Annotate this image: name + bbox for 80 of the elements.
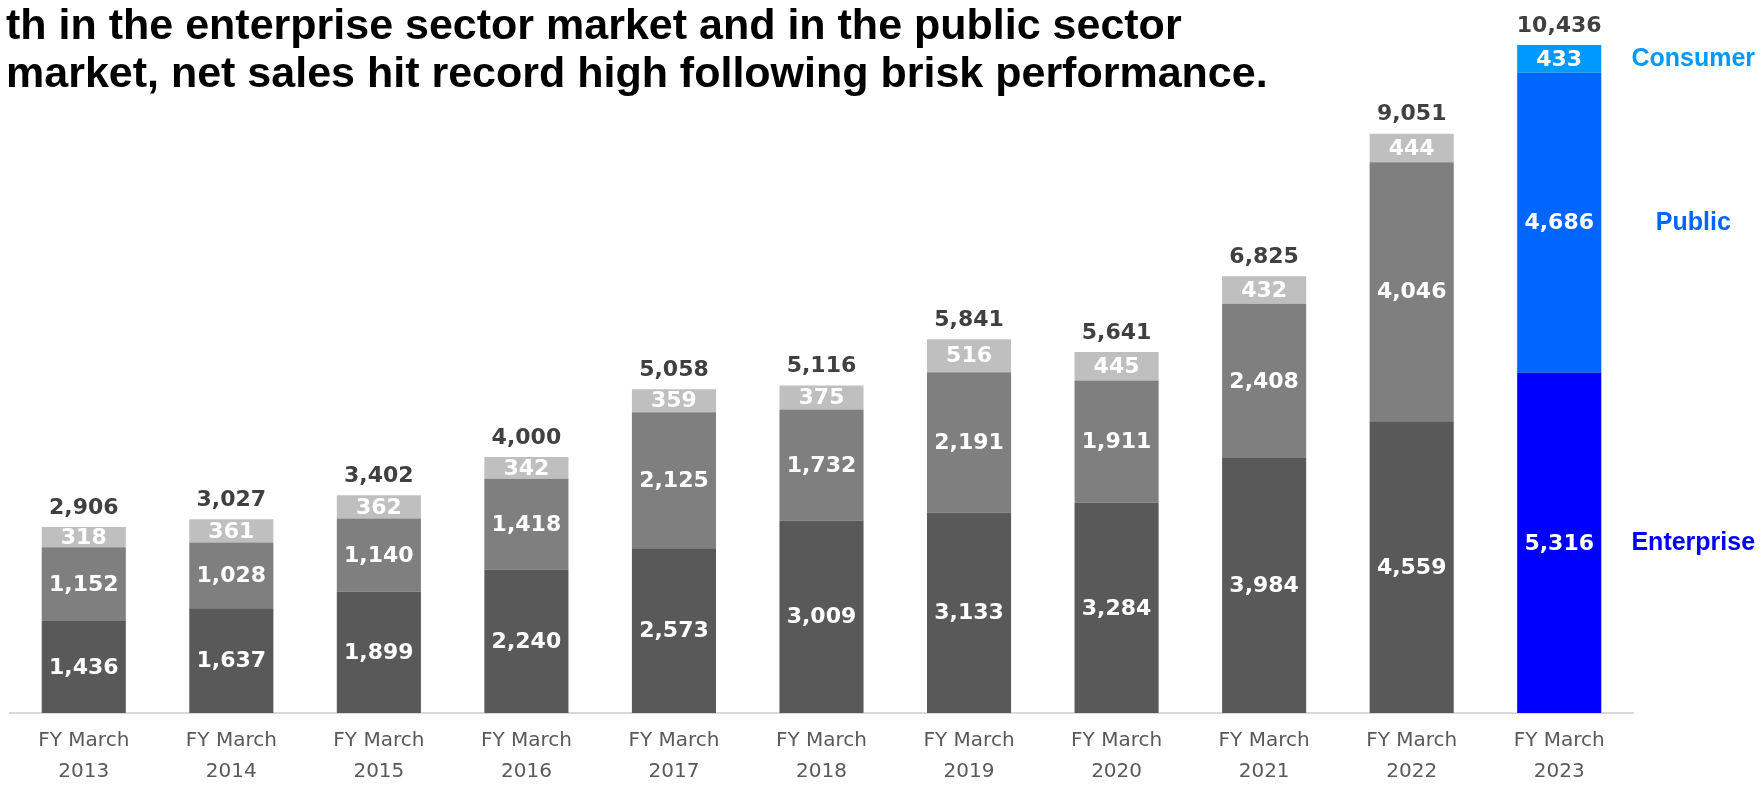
data-label: 5,316 xyxy=(1524,529,1595,555)
data-label: 2,125 xyxy=(639,466,709,492)
bar xyxy=(189,608,274,713)
x-tick-label: FY March 2019 xyxy=(923,726,1015,782)
x-tick-label: FY March 2023 xyxy=(1513,726,1605,782)
data-label: 1,911 xyxy=(1081,428,1152,454)
data-label: 1,732 xyxy=(786,451,857,477)
x-tick-label: FY March 2016 xyxy=(480,726,572,782)
data-label: 1,637 xyxy=(196,647,267,673)
bar xyxy=(1517,372,1602,713)
data-label: 375 xyxy=(798,384,845,410)
bar xyxy=(336,518,421,592)
data-label: 318 xyxy=(60,523,107,549)
bar xyxy=(1369,421,1454,713)
text: Public xyxy=(1655,206,1731,235)
data-label: 2,408 xyxy=(1229,367,1299,393)
data-label: 444 xyxy=(1388,134,1435,160)
data-label: 1,418 xyxy=(491,510,562,536)
total-label: 10,436 xyxy=(1516,11,1602,37)
data-label: 3,133 xyxy=(934,599,1004,625)
x-tick-label: FY March 2021 xyxy=(1218,726,1310,782)
x-tick-label: FY March 2018 xyxy=(775,726,868,782)
data-label: 4,559 xyxy=(1376,553,1447,579)
x-tick-label: FY March 2014 xyxy=(185,726,277,782)
bar xyxy=(779,409,864,521)
bar xyxy=(1222,457,1307,713)
data-label: 1,028 xyxy=(196,562,267,588)
bar xyxy=(1369,162,1454,422)
data-label: 2,191 xyxy=(934,429,1004,455)
data-label: 516 xyxy=(946,342,993,368)
x-tick-label: FY March 2017 xyxy=(628,726,720,782)
data-label: 2,240 xyxy=(491,628,562,654)
total-label: 5,841 xyxy=(934,305,1004,331)
bar xyxy=(1517,72,1602,373)
bar xyxy=(1222,303,1307,458)
bar xyxy=(336,591,421,713)
data-label: 3,984 xyxy=(1229,572,1299,598)
total-label: 4,000 xyxy=(491,423,562,449)
data-label: 4,046 xyxy=(1376,278,1447,304)
total-label: 5,641 xyxy=(1081,318,1152,344)
x-tick-label: FY March 2015 xyxy=(333,726,425,782)
bar xyxy=(779,520,864,713)
data-label: 432 xyxy=(1241,276,1288,302)
x-tick-label: FY March 2022 xyxy=(1366,726,1458,782)
series-label: Enterprise xyxy=(1631,526,1756,555)
bar xyxy=(484,478,569,570)
bar xyxy=(927,512,1012,713)
data-label: 361 xyxy=(208,517,255,543)
bar xyxy=(41,621,126,713)
data-label: 1,140 xyxy=(344,541,414,567)
data-label: 362 xyxy=(355,493,402,519)
total-label: 5,058 xyxy=(639,355,709,381)
data-label: 4,686 xyxy=(1524,209,1595,235)
bar xyxy=(1074,502,1159,713)
bar xyxy=(41,547,126,622)
total-label: 6,825 xyxy=(1229,242,1299,268)
data-label: 2,573 xyxy=(639,617,709,643)
bar xyxy=(631,548,717,713)
total-label: 5,116 xyxy=(786,352,857,378)
data-label: 1,152 xyxy=(48,570,119,596)
bar xyxy=(631,412,717,549)
data-label: 1,899 xyxy=(344,638,414,664)
total-label: 3,027 xyxy=(196,486,267,512)
data-label: 3,009 xyxy=(786,603,857,629)
bar xyxy=(1074,380,1159,503)
x-tick-label: FY March 2020 xyxy=(1071,726,1163,782)
data-label: 445 xyxy=(1093,352,1140,378)
total-label: 9,051 xyxy=(1376,100,1447,126)
series-label: Consumer xyxy=(1631,42,1756,71)
total-label: 3,402 xyxy=(344,462,414,487)
data-label: 433 xyxy=(1536,45,1583,71)
data-label: 3,284 xyxy=(1081,594,1152,620)
data-label: 342 xyxy=(503,454,550,480)
data-label: 1,436 xyxy=(48,653,119,679)
bar xyxy=(927,372,1012,513)
chart-title: th in the enterprise sector market and in the public sector market, net sales hit record high following brisk performance. xyxy=(6,0,1269,96)
x-tick-label: FY March 2013 xyxy=(38,726,130,782)
total-label: 2,906 xyxy=(48,493,119,519)
bar xyxy=(484,569,569,713)
data-label: 359 xyxy=(650,387,697,413)
